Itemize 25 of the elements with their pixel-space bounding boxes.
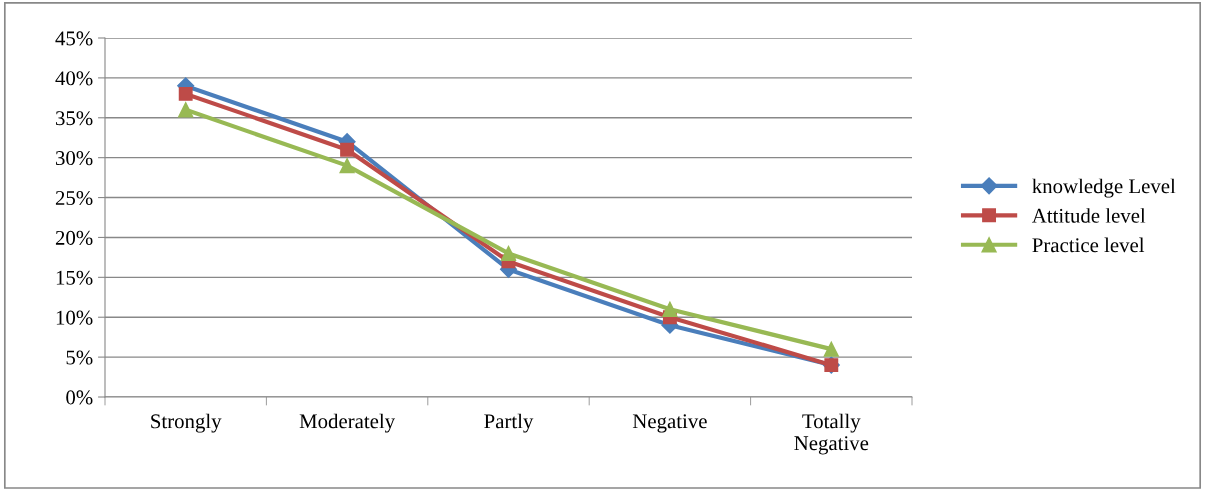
- point: [500, 245, 517, 262]
- y-tick-label: 20%: [55, 230, 93, 245]
- x-tick-label: Totally Negative: [794, 413, 869, 455]
- x-tick-label: Negative: [632, 414, 707, 433]
- y-tick-label: 30%: [56, 151, 93, 166]
- y-tick-label: 40%: [55, 71, 93, 86]
- y-tick-label: 15%: [56, 270, 93, 285]
- y-tick-label: 35%: [56, 111, 93, 126]
- x-tick-label: Moderately: [299, 413, 396, 433]
- point: [178, 86, 193, 101]
- point: [823, 341, 839, 357]
- legend-label: Attitude level: [1031, 208, 1146, 223]
- x-tick-label: Strongly: [151, 413, 222, 433]
- y-tick-label: 0%: [66, 390, 93, 405]
- point: [178, 102, 194, 118]
- y-tick-label: 5%: [66, 350, 93, 365]
- legend-label: Practice level: [1032, 237, 1145, 253]
- legend-label: knowledge Level: [1032, 178, 1176, 198]
- x-tick-label: Partly: [484, 413, 534, 433]
- point: [339, 158, 355, 174]
- y-tick-label: 45%: [55, 31, 93, 46]
- point: [340, 142, 355, 157]
- y-tick-label: 25%: [55, 190, 93, 206]
- point: [662, 301, 678, 317]
- y-tick-label: 10%: [56, 310, 93, 325]
